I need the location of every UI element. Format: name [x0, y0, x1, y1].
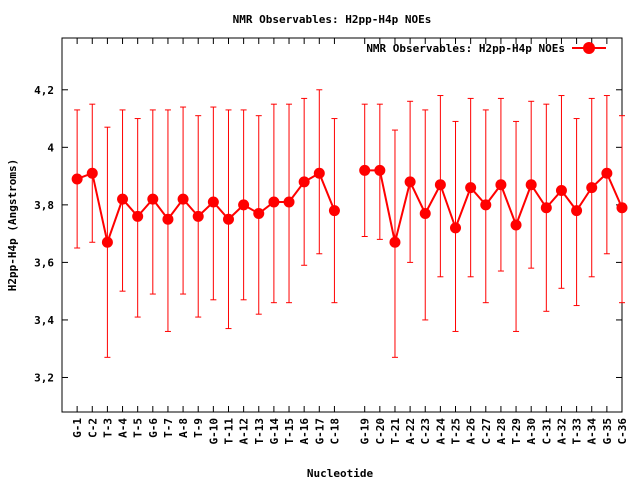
legend-label: NMR Observables: H2pp-H4p NOEs [366, 42, 565, 55]
data-point [450, 222, 462, 234]
data-point [117, 193, 129, 205]
x-tick-label: A-30 [525, 418, 538, 445]
data-point [525, 179, 537, 191]
data-layer [71, 89, 628, 358]
x-tick-label: C-23 [419, 418, 432, 445]
data-point [71, 173, 83, 185]
data-point [253, 207, 265, 219]
data-point [616, 202, 628, 214]
data-point [601, 167, 613, 179]
x-tick-label: T-21 [389, 418, 402, 445]
x-tick-label: G-17 [313, 418, 326, 445]
data-point [359, 164, 371, 176]
data-point [586, 182, 598, 194]
y-tick-label: 3,6 [34, 256, 54, 269]
data-point [495, 179, 507, 191]
y-tick-label: 4,2 [34, 84, 54, 97]
x-tick-label: C-36 [616, 418, 629, 445]
data-point [480, 199, 492, 211]
x-tick-label: A-8 [177, 418, 190, 438]
x-tick-label: T-11 [222, 418, 235, 445]
data-point [86, 167, 98, 179]
x-tick-label: A-34 [586, 418, 599, 445]
data-point [162, 213, 174, 225]
legend-marker [583, 42, 595, 54]
x-tick-label: G-6 [147, 418, 160, 438]
legend: NMR Observables: H2pp-H4p NOEs [366, 42, 606, 55]
x-tick-label: A-4 [117, 418, 130, 438]
x-tick-label: A-28 [495, 418, 508, 445]
x-tick-label: T-5 [132, 418, 145, 438]
data-point [374, 164, 386, 176]
data-point [207, 196, 219, 208]
x-tick-label: A-16 [298, 418, 311, 445]
data-point [132, 210, 144, 222]
data-point [328, 205, 340, 217]
x-tick-label: G-10 [207, 418, 220, 445]
data-point [313, 167, 325, 179]
y-tick-label: 3,8 [34, 199, 54, 212]
data-point [177, 193, 189, 205]
data-point [465, 182, 477, 194]
y-axis-label: H2pp-H4p (Angstroms) [6, 159, 19, 291]
x-tick-label: A-24 [434, 418, 447, 445]
data-point [283, 196, 295, 208]
x-tick-label: T-29 [510, 418, 523, 445]
x-tick-label: T-25 [450, 418, 463, 445]
x-tick-label: C-27 [480, 418, 493, 445]
x-tick-label: C-31 [540, 418, 553, 445]
x-tick-label: A-32 [555, 418, 568, 445]
x-tick-label: C-18 [328, 418, 341, 445]
axes: 3,2 3,4 3,6 3,8 4 4,2 G-1 C-2 T-3 A-4 T-5 G-6 T-7 A-8… [34, 38, 629, 445]
x-tick-label: C-2 [86, 418, 99, 438]
data-point [389, 236, 401, 248]
series-line [364, 169, 623, 243]
data-point [101, 236, 113, 248]
x-tick-label: G-35 [601, 418, 614, 445]
data-point [571, 205, 583, 217]
data-point [555, 184, 567, 196]
x-tick-label: T-9 [192, 418, 205, 438]
chart-title: NMR Observables: H2pp-H4p NOEs [233, 13, 432, 26]
x-tick-label: C-20 [374, 418, 387, 445]
data-point [419, 207, 431, 219]
data-point [404, 176, 416, 188]
data-point [222, 213, 234, 225]
x-tick-label: G-19 [359, 418, 372, 445]
x-tick-label: G-14 [268, 418, 281, 445]
y-tick-label: 3,2 [34, 371, 54, 384]
series-line [76, 171, 336, 246]
data-point [434, 179, 446, 191]
x-axis-label: Nucleotide [307, 467, 374, 480]
x-tick-label: T-33 [571, 418, 584, 445]
x-tick-label: T-15 [283, 418, 296, 445]
data-point [540, 202, 552, 214]
plot-frame [61, 37, 623, 413]
y-tick-label: 3,4 [34, 314, 54, 327]
x-tick-label: A-26 [465, 418, 478, 445]
data-point [510, 219, 522, 231]
data-point [268, 196, 280, 208]
x-tick-label: G-1 [71, 418, 84, 438]
x-tick-label: A-22 [404, 418, 417, 445]
data-point [298, 176, 310, 188]
x-tick-label: A-12 [238, 418, 251, 445]
x-tick-label: T-13 [253, 418, 266, 445]
data-point [147, 193, 159, 205]
data-point [192, 210, 204, 222]
x-tick-label: T-7 [162, 418, 175, 438]
data-point [238, 199, 250, 211]
x-tick-label: T-3 [101, 418, 114, 438]
y-tick-label: 4 [47, 141, 54, 154]
